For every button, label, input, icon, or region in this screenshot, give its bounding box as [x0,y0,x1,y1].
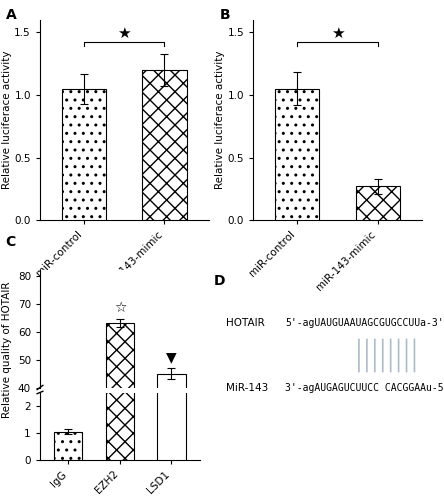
Bar [157,0,186,460]
Bar [106,0,134,460]
Text: C: C [5,235,15,248]
Bar [157,374,186,500]
Bar [62,89,106,220]
Bar [143,70,186,220]
Y-axis label: Relative luciferace activity: Relative luciferace activity [1,51,12,189]
Text: ▼: ▼ [166,350,177,364]
Text: 3'-agAUGAGUCUUCC CACGGAAu-5': 3'-agAUGAGUCUUCC CACGGAAu-5' [285,383,444,393]
Text: 5'-agUAUGUAAUAGCGUGCCUUa-3': 5'-agUAUGUAAUAGCGUGCCUUa-3' [285,318,444,328]
Bar [54,496,83,500]
Text: HOTAIR: HOTAIR [226,318,265,328]
Text: ☆: ☆ [114,301,126,315]
Bar [54,432,83,460]
Text: A: A [6,8,17,22]
Text: B: B [219,8,230,22]
Bar [106,323,134,500]
Y-axis label: Relative luciferace activity: Relative luciferace activity [214,51,225,189]
Bar [275,89,319,220]
Text: MiR-143: MiR-143 [226,383,269,393]
Text: ★: ★ [118,26,131,42]
Text: ★: ★ [331,26,344,42]
Text: D: D [214,274,226,288]
Bar [356,186,400,220]
Text: Relative quality of HOTAIR: Relative quality of HOTAIR [2,282,12,418]
